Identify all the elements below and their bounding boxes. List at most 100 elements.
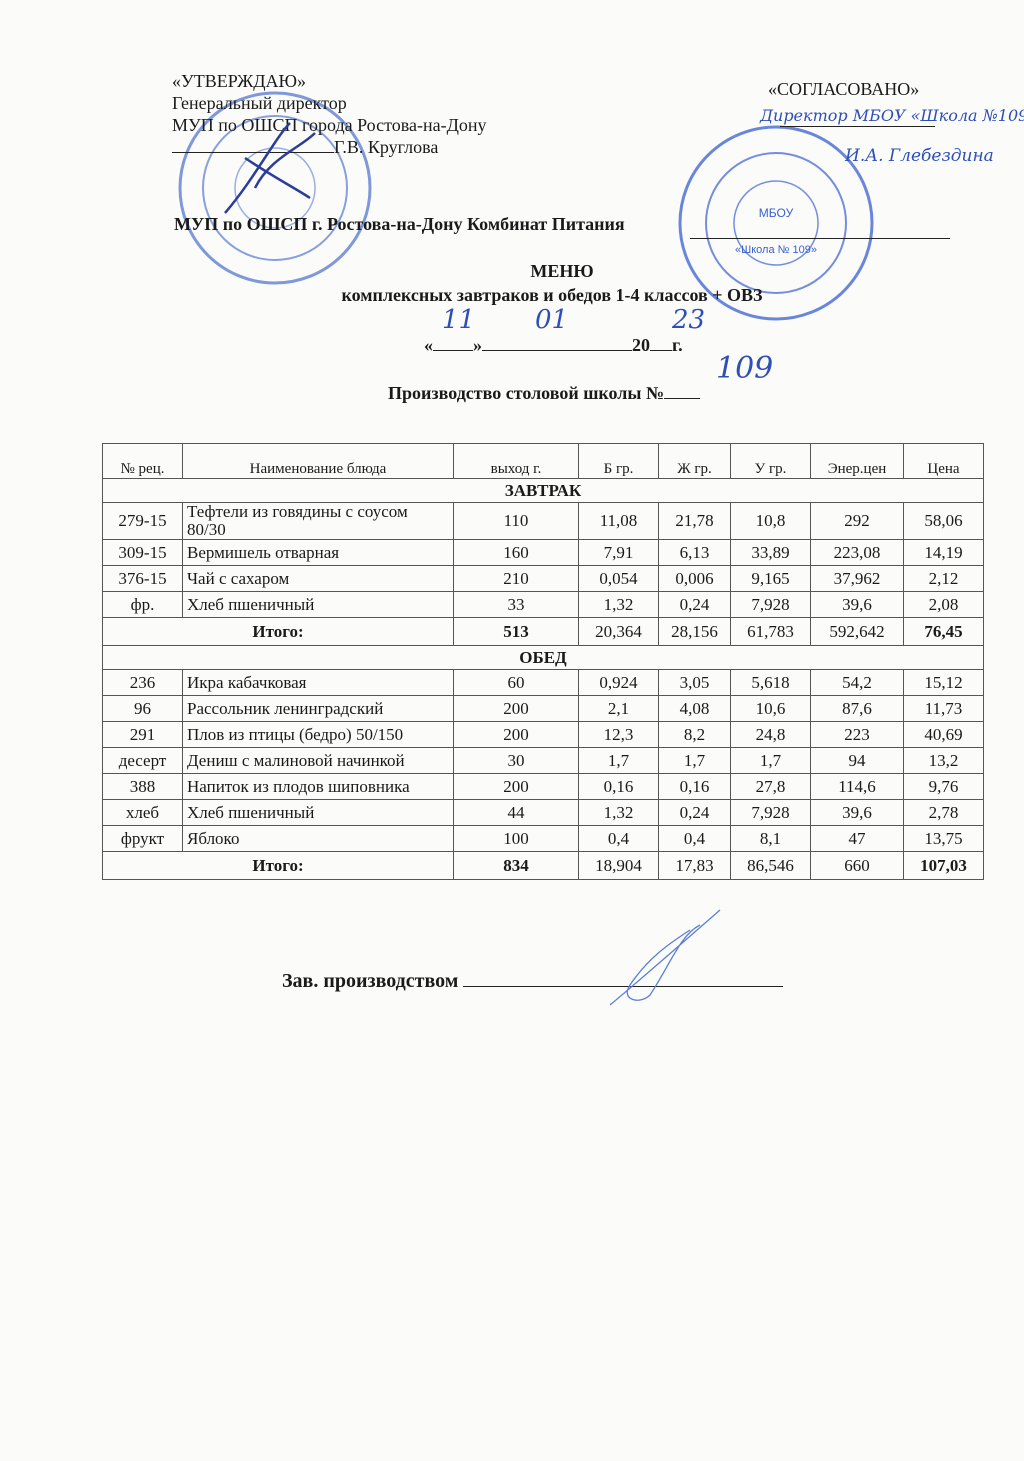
approval-org: МУП по ОШСП города Ростова-на-Дону bbox=[172, 115, 487, 135]
table-cell: 96 bbox=[102, 695, 183, 722]
table-cell: 6,13 bbox=[658, 539, 731, 566]
table-cell: 13,75 bbox=[903, 825, 984, 852]
table-cell: 0,006 bbox=[658, 565, 731, 592]
menu-subtitle: комплексных завтраков и обедов 1-4 класс… bbox=[341, 285, 763, 305]
table-cell: 21,78 bbox=[658, 502, 731, 540]
table-cell: Дениш с малиновой начинкой bbox=[182, 747, 454, 774]
table-cell: 33 bbox=[453, 591, 579, 618]
table-cell: 27,8 bbox=[730, 773, 811, 800]
table-row: 291 Плов из птицы (бедро) 50/150 200 12,3 8,… bbox=[102, 721, 984, 748]
table-cell: 15,12 bbox=[903, 669, 984, 696]
table-cell: 292 bbox=[810, 502, 904, 540]
table-cell: 200 bbox=[453, 695, 579, 722]
table-cell: Хлеб пшеничный bbox=[182, 799, 454, 826]
table-cell: 114,6 bbox=[810, 773, 904, 800]
column-header: № рец. bbox=[102, 443, 183, 479]
table-row: 309-15 Вермишель отварная 160 7,91 6,13 33,89… bbox=[102, 539, 984, 566]
table-cell: 30 bbox=[453, 747, 579, 774]
table-cell: 279-15 bbox=[102, 502, 183, 540]
stamp-right-text-1: МБОУ bbox=[758, 206, 794, 220]
date-open: « bbox=[424, 335, 433, 355]
table-row: 388 Напиток из плодов шиповника 200 0,16 0,1… bbox=[102, 773, 984, 800]
table-row: хлеб Хлеб пшеничный 44 1,32 0,24 7,928 39,6 2,7… bbox=[102, 799, 984, 826]
table-cell: 39,6 bbox=[810, 591, 904, 618]
table-cell: 376-15 bbox=[102, 565, 183, 592]
table-cell: 33,89 bbox=[730, 539, 811, 566]
table-cell: 44 bbox=[453, 799, 579, 826]
table-cell: 2,1 bbox=[578, 695, 659, 722]
table-cell: 39,6 bbox=[810, 799, 904, 826]
table-cell: Рассольник ленинградский bbox=[182, 695, 454, 722]
table-cell: 54,2 bbox=[810, 669, 904, 696]
table-cell: 1,32 bbox=[578, 799, 659, 826]
stamp-right bbox=[678, 125, 874, 321]
total-cell: 17,83 bbox=[658, 851, 731, 880]
menu-table: № рец. Наименование блюда выход г. Б гр. Ж г… bbox=[102, 443, 984, 880]
table-row: 376-15 Чай с сахаром 210 0,054 0,006 9,165 37,… bbox=[102, 565, 984, 592]
signature-left bbox=[224, 122, 316, 214]
total-label: Итого: bbox=[102, 851, 454, 880]
table-cell: 0,4 bbox=[578, 825, 659, 852]
section-row-lunch: ОБЕД bbox=[102, 645, 984, 670]
agreement-handwritten-name: И.А. Глебездина bbox=[845, 146, 994, 166]
date-year: 23 bbox=[672, 305, 706, 335]
school-line: Производство столовой школы № bbox=[388, 382, 701, 404]
table-cell: 10,8 bbox=[730, 502, 811, 540]
date-line: « » 20 г. bbox=[424, 334, 683, 356]
table-cell: 40,69 bbox=[903, 721, 984, 748]
column-header: выход г. bbox=[453, 443, 579, 479]
table-cell: 291 bbox=[102, 721, 183, 748]
column-header: Энер.цен bbox=[810, 443, 904, 479]
total-cell: 592,642 bbox=[810, 617, 904, 646]
table-row: 279-15 Тефтели из говядины с соусом 80/30… bbox=[102, 502, 984, 540]
menu-title: МЕНЮ bbox=[530, 261, 594, 281]
stamp-right-text-2: «Школа № 109» bbox=[735, 244, 817, 256]
table-cell: Икра кабачковая bbox=[182, 669, 454, 696]
section-title: ОБЕД bbox=[102, 645, 984, 670]
date-suffix: г. bbox=[672, 335, 683, 355]
total-cell: 86,546 bbox=[730, 851, 811, 880]
table-cell: Вермишель отварная bbox=[182, 539, 454, 566]
table-cell: Тефтели из говядины с соусом 80/30 bbox=[182, 502, 454, 540]
organization-underline bbox=[690, 238, 950, 239]
column-header: Ж гр. bbox=[658, 443, 731, 479]
table-cell: 1,7 bbox=[658, 747, 731, 774]
school-number: 109 bbox=[716, 351, 774, 386]
table-cell: 94 bbox=[810, 747, 904, 774]
table-cell: 7,928 bbox=[730, 591, 811, 618]
table-cell: 223,08 bbox=[810, 539, 904, 566]
table-cell: 0,4 bbox=[658, 825, 731, 852]
date-day: 11 bbox=[442, 305, 476, 335]
table-cell: 5,618 bbox=[730, 669, 811, 696]
total-cell: 834 bbox=[453, 851, 579, 880]
date-month: 01 bbox=[535, 305, 569, 335]
table-row: 96 Рассольник ленинградский 200 2,1 4,08 10,6… bbox=[102, 695, 984, 722]
approval-position: Генеральный директор bbox=[172, 93, 347, 113]
section-title: ЗАВТРАК bbox=[102, 478, 984, 503]
table-cell: 12,3 bbox=[578, 721, 659, 748]
table-cell: 58,06 bbox=[903, 502, 984, 540]
table-cell: 236 bbox=[102, 669, 183, 696]
table-cell: 7,928 bbox=[730, 799, 811, 826]
table-cell: 200 bbox=[453, 721, 579, 748]
date-year-prefix: 20 bbox=[632, 335, 650, 355]
column-header: Цена bbox=[903, 443, 984, 479]
agreement-label: «СОГЛАСОВАНО» bbox=[768, 79, 920, 99]
table-cell: 24,8 bbox=[730, 721, 811, 748]
table-cell: 1,7 bbox=[730, 747, 811, 774]
table-cell: 37,962 bbox=[810, 565, 904, 592]
total-row-breakfast: Итого: 513 20,364 28,156 61,783 592,642 76,45 bbox=[102, 617, 984, 646]
table-cell: 0,16 bbox=[578, 773, 659, 800]
total-cell: 513 bbox=[453, 617, 579, 646]
table-cell: Чай с сахаром bbox=[182, 565, 454, 592]
table-cell: 11,73 bbox=[903, 695, 984, 722]
column-header: Б гр. bbox=[578, 443, 659, 479]
total-cell: 61,783 bbox=[730, 617, 811, 646]
agreement-line-1 bbox=[780, 126, 935, 127]
table-cell: 10,6 bbox=[730, 695, 811, 722]
table-cell: Плов из птицы (бедро) 50/150 bbox=[182, 721, 454, 748]
table-cell: Хлеб пшеничный bbox=[182, 591, 454, 618]
table-cell: 7,91 bbox=[578, 539, 659, 566]
total-cell: 18,904 bbox=[578, 851, 659, 880]
organization-line: МУП по ОШСП г. Ростова-на-Дону Комбинат … bbox=[174, 214, 625, 234]
